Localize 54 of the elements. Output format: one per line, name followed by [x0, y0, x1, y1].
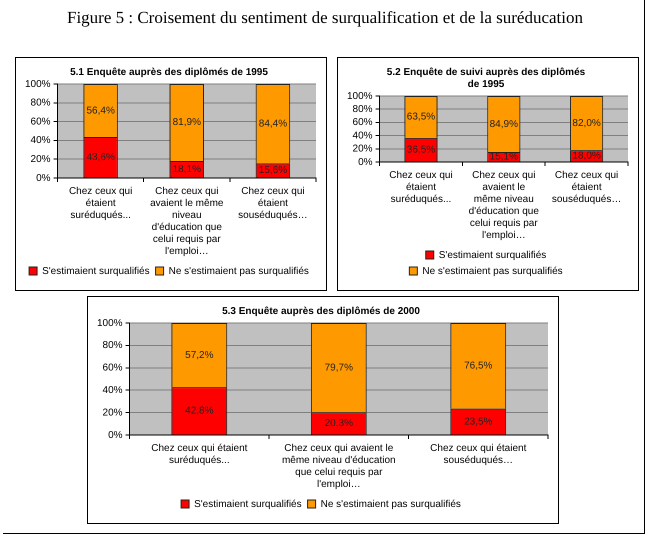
x-tick-label: Chez ceux qui avaient le même niveau d'éducation que celui requis par l'emploi…: [468, 170, 540, 241]
legend-label: Ne s'estimaient pas surqualifiés: [422, 266, 563, 277]
data-label: 56,4%: [86, 105, 115, 116]
data-label: 79,7%: [324, 362, 354, 374]
y-tick-label: 0%: [36, 172, 51, 184]
y-tick-label: 40%: [352, 130, 373, 142]
legend-label: S'estimaient surqualifiés: [438, 250, 546, 261]
data-label: 42,8%: [185, 406, 214, 417]
y-tick-label: 40%: [30, 135, 51, 146]
data-label: 15,6%: [258, 165, 288, 176]
x-tick-label: Chez ceux qui étaient suréduqués...: [151, 442, 248, 466]
x-tick-label: Chez ceux qui étaient suréduqués...: [389, 170, 453, 205]
y-tick-label: 60%: [352, 117, 373, 128]
y-tick-label: 0%: [108, 430, 123, 441]
data-label: 36,5%: [406, 144, 436, 156]
data-label: 20,3%: [324, 418, 354, 430]
data-label: 43,6%: [86, 152, 115, 164]
y-tick-label: 100%: [25, 78, 51, 90]
y-tick-label: 100%: [97, 318, 123, 329]
data-label: 81,9%: [172, 117, 202, 128]
data-label: 57,2%: [185, 350, 214, 361]
data-label: 18,1%: [172, 164, 202, 175]
chart-title: 5.3 Enquête auprès des diplômés de 2000: [222, 306, 420, 317]
y-tick-label: 40%: [102, 384, 123, 396]
y-tick-label: 60%: [102, 362, 123, 374]
x-tick-label: Chez ceux qui étaient souséduqués…: [238, 186, 308, 221]
legend-label: S'estimaient surqualifiés: [194, 498, 302, 510]
data-label: 23,5%: [464, 416, 493, 428]
data-label: 63,5%: [406, 112, 436, 123]
y-tick-label: 0%: [358, 156, 373, 168]
y-tick-label: 20%: [30, 154, 51, 165]
data-label: 84,4%: [258, 118, 288, 130]
legend-label: S'estimaient surqualifiés: [42, 266, 150, 277]
y-tick-label: 100%: [347, 90, 373, 102]
legend-label: Ne s'estimaient pas surqualifiés: [320, 498, 461, 510]
y-tick-label: 80%: [352, 104, 373, 115]
data-label: 76,5%: [464, 360, 493, 372]
y-tick-label: 60%: [30, 116, 51, 128]
chart-title: 5.1 Enquête auprès des diplômés de 1995: [70, 66, 268, 78]
x-tick-label: Chez ceux qui étaient souséduqués…: [430, 442, 527, 466]
caption: Figure 5 : Croisement du sentiment de surqualification et de la suréducation: [66, 8, 584, 28]
y-tick-label: 80%: [102, 340, 123, 352]
x-tick-label: Chez ceux qui étaient suréduqués...: [68, 186, 132, 221]
y-tick-label: 80%: [30, 98, 51, 109]
data-label: 84,9%: [490, 118, 518, 130]
x-tick-label: Chez ceux qui avaient le même niveau d'éducation que celui requis par l'emploi…: [150, 186, 224, 257]
data-label: 82,0%: [572, 118, 601, 129]
y-tick-label: 20%: [352, 144, 373, 155]
x-tick-label: Chez ceux qui avaient le même niveau d'éducation que celui requis par l'emploi…: [282, 442, 396, 490]
y-tick-label: 20%: [102, 407, 123, 418]
legend-label: Ne s'estimaient pas surqualifiés: [168, 266, 309, 277]
x-tick-label: Chez ceux qui étaient souséduqués…: [552, 170, 622, 205]
data-label: 18,0%: [572, 150, 601, 162]
chart-title: 5.2 Enquête de suivi auprès des diplômés de 1995: [386, 66, 586, 90]
